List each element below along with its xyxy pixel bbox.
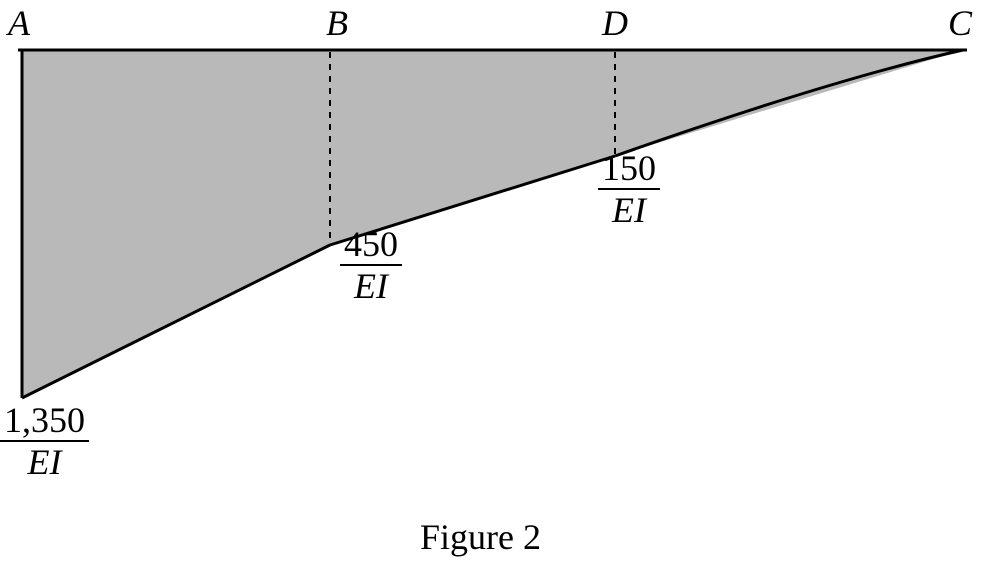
value-D-denominator: EI [608,192,650,228]
value-D: 150 EI [598,150,660,228]
moment-diagram: A B D C 1,350 EI 450 EI 150 EI Figure 2 [0,0,981,566]
label-C-text: C [948,3,972,43]
value-A-numerator: 1,350 [0,402,89,438]
diagram-shape [22,50,963,398]
value-D-numerator: 150 [598,150,660,186]
value-A-denominator: EI [24,444,66,480]
label-D: D [602,2,628,44]
value-A: 1,350 EI [0,402,89,480]
label-C: C [948,2,972,44]
figure-caption-text: Figure 2 [420,517,541,557]
label-B: B [326,2,348,44]
value-B-denominator: EI [350,268,392,304]
label-B-text: B [326,3,348,43]
diagram-svg [0,0,981,566]
label-A-text: A [8,3,30,43]
figure-caption: Figure 2 [420,516,541,558]
label-A: A [8,2,30,44]
value-B-numerator: 450 [340,226,402,262]
label-D-text: D [602,3,628,43]
value-B: 450 EI [340,226,402,304]
